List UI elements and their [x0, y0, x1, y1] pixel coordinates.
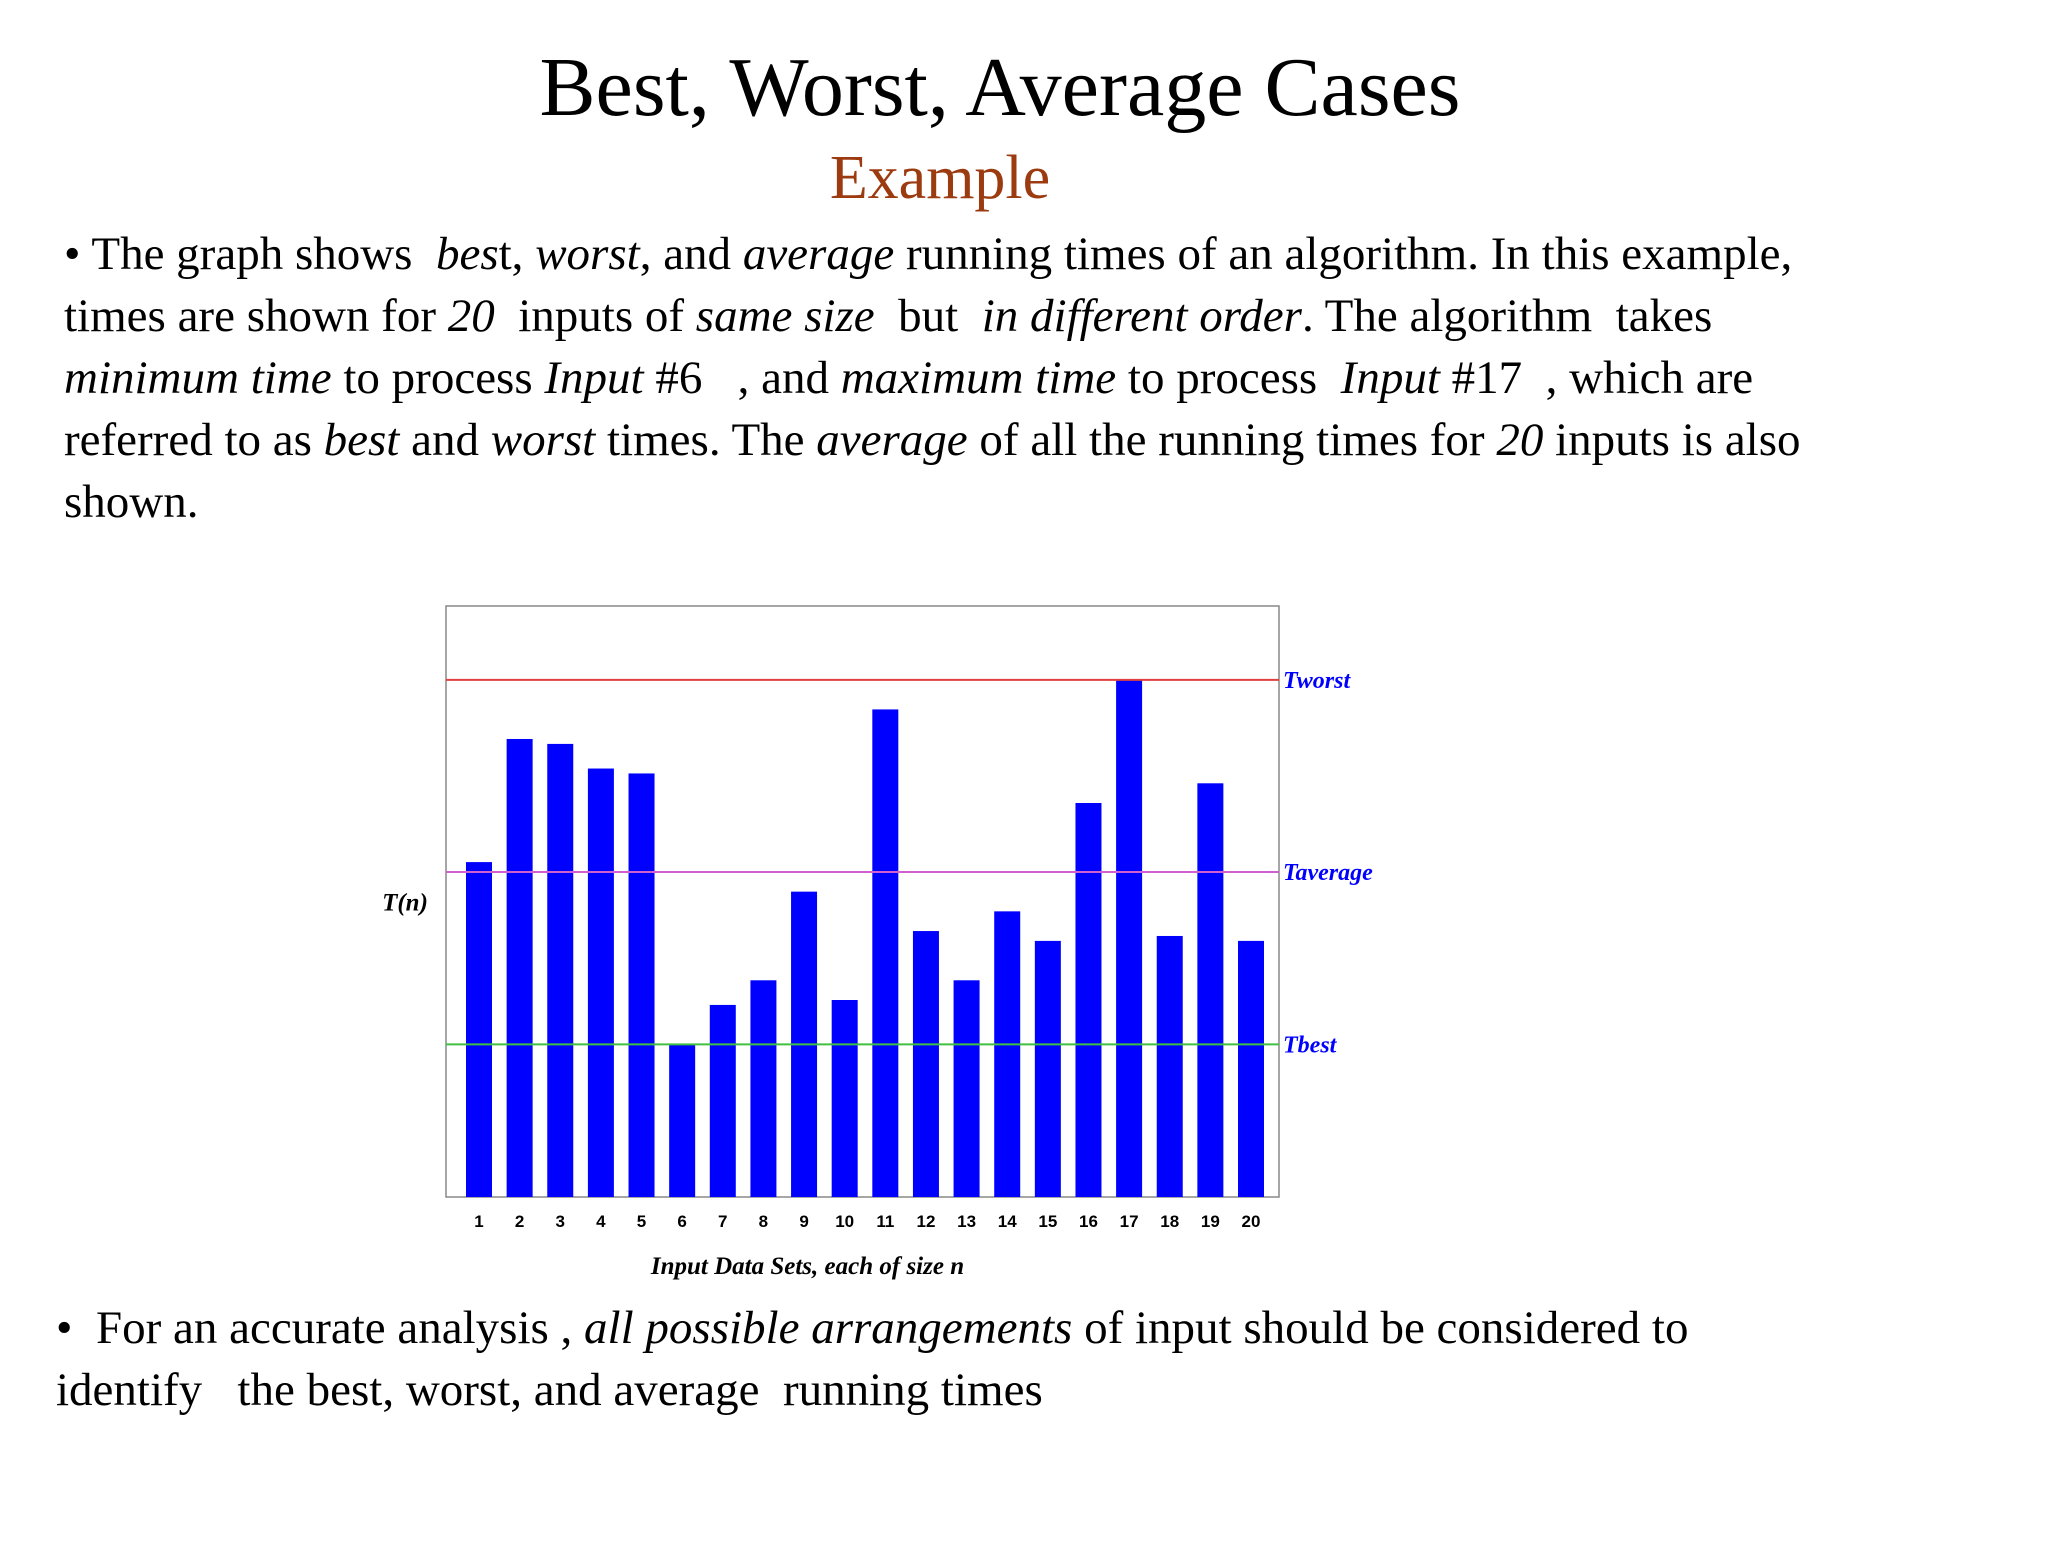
emphasized-text: best: [323, 414, 400, 466]
reference-label-taverage: Taverage: [1283, 860, 1373, 886]
text-run: #6 , and: [643, 352, 841, 404]
bar-5: [628, 773, 655, 1197]
x-tick-label-3: 3: [556, 1212, 565, 1231]
text-line: minimum time to process Input #6 , and m…: [64, 347, 2024, 409]
text-run: • The graph shows: [64, 228, 436, 280]
bar-16: [1075, 803, 1102, 1197]
x-tick-label-12: 12: [916, 1212, 935, 1231]
x-tick-label-19: 19: [1201, 1212, 1220, 1231]
text-line: • The graph shows best, worst, and avera…: [64, 223, 2024, 285]
text-run: inputs of: [494, 290, 696, 342]
x-tick-label-17: 17: [1120, 1212, 1139, 1231]
bar-7: [709, 1004, 736, 1197]
text-line: identify the best, worst, and average ru…: [56, 1359, 2016, 1421]
text-run: and: [399, 414, 491, 466]
x-tick-label-16: 16: [1079, 1212, 1098, 1231]
emphasized-text: average: [742, 228, 895, 280]
text-run: . The algorithm takes: [1301, 290, 1713, 342]
slide-subtitle: Example: [829, 144, 1051, 212]
x-tick-label-14: 14: [998, 1212, 1017, 1231]
text-run: identify the best, worst, and average ru…: [56, 1364, 1043, 1416]
emphasized-text: worst: [490, 414, 596, 466]
x-tick-label-20: 20: [1242, 1212, 1261, 1231]
x-tick-label-6: 6: [677, 1212, 686, 1231]
bar-1: [466, 862, 492, 1197]
text-line: times are shown for 20 inputs of same si…: [64, 285, 2024, 347]
bar-14: [994, 911, 1021, 1197]
emphasized-text: average: [816, 414, 968, 466]
x-tick-label-5: 5: [637, 1212, 646, 1231]
x-tick-label-15: 15: [1038, 1212, 1057, 1231]
text-line: referred to as best and worst times. The…: [64, 409, 2024, 471]
text-run: t,: [498, 228, 536, 280]
bar-2: [506, 738, 533, 1197]
text-run: running times of an algorithm. In this e…: [894, 228, 1793, 280]
bar-10: [831, 1000, 858, 1197]
x-tick-label-11: 11: [876, 1212, 894, 1231]
emphasized-text: in different order: [981, 290, 1302, 342]
emphasized-text: same size: [695, 290, 875, 342]
bar-15: [1034, 940, 1061, 1197]
text-run: of all the running times for: [967, 414, 1497, 466]
x-tick-label-8: 8: [759, 1212, 768, 1231]
x-tick-label-1: 1: [474, 1212, 483, 1231]
analysis-note-paragraph: • For an accurate analysis , all possibl…: [56, 1297, 2016, 1421]
text-run: #17 , which are: [1439, 352, 1754, 404]
emphasized-text: Input: [544, 352, 644, 404]
bar-13: [953, 980, 980, 1197]
emphasized-text: maximum time: [840, 352, 1117, 404]
x-tick-label-2: 2: [515, 1212, 524, 1231]
text-run: times are shown for: [64, 290, 448, 342]
text-run: of input should be considered to: [1072, 1302, 1689, 1354]
emphasized-text: bes: [435, 228, 499, 280]
emphasized-text: minimum time: [64, 352, 332, 404]
bar-3: [547, 743, 574, 1197]
bar-8: [750, 980, 777, 1197]
bar-18: [1156, 935, 1183, 1197]
y-axis-title: T(n): [382, 890, 428, 917]
x-tick-label-7: 7: [718, 1212, 727, 1231]
x-tick-label-18: 18: [1160, 1212, 1179, 1231]
x-tick-label-13: 13: [957, 1212, 976, 1231]
x-tick-label-10: 10: [835, 1212, 854, 1231]
emphasized-text: 20: [447, 290, 495, 342]
emphasized-text: worst: [535, 228, 640, 280]
bar-12: [912, 931, 939, 1197]
text-run: , and: [639, 228, 743, 280]
text-run: to process: [331, 352, 545, 404]
x-tick-label-9: 9: [799, 1212, 808, 1231]
bar-11: [872, 709, 899, 1197]
emphasized-text: all possible arrangements: [584, 1302, 1073, 1354]
x-tick-label-4: 4: [596, 1212, 606, 1231]
text-run: inputs is also: [1543, 414, 1801, 466]
text-line: • For an accurate analysis , all possibl…: [56, 1297, 2016, 1359]
slide-title: Best, Worst, Average Cases: [539, 41, 1461, 134]
emphasized-text: 20: [1496, 414, 1544, 466]
bar-17: [1116, 679, 1143, 1197]
text-run: times. The: [595, 414, 817, 466]
text-run: referred to as: [64, 414, 324, 466]
text-run: to process: [1116, 352, 1341, 404]
bar-4: [587, 768, 614, 1197]
reference-label-tworst: Tworst: [1283, 668, 1351, 694]
emphasized-text: Input: [1340, 352, 1440, 404]
bar-6: [669, 1044, 696, 1197]
description-paragraph: • The graph shows best, worst, and avera…: [64, 223, 2024, 533]
text-run: but: [874, 290, 982, 342]
bar-20: [1238, 940, 1264, 1197]
bar-19: [1197, 783, 1224, 1197]
text-run: shown.: [64, 476, 199, 528]
reference-label-tbest: Tbest: [1283, 1032, 1338, 1058]
text-line: shown.: [64, 471, 2024, 533]
x-axis-title: Input Data Sets, each of size n: [650, 1253, 964, 1280]
text-run: • For an accurate analysis ,: [56, 1302, 585, 1354]
